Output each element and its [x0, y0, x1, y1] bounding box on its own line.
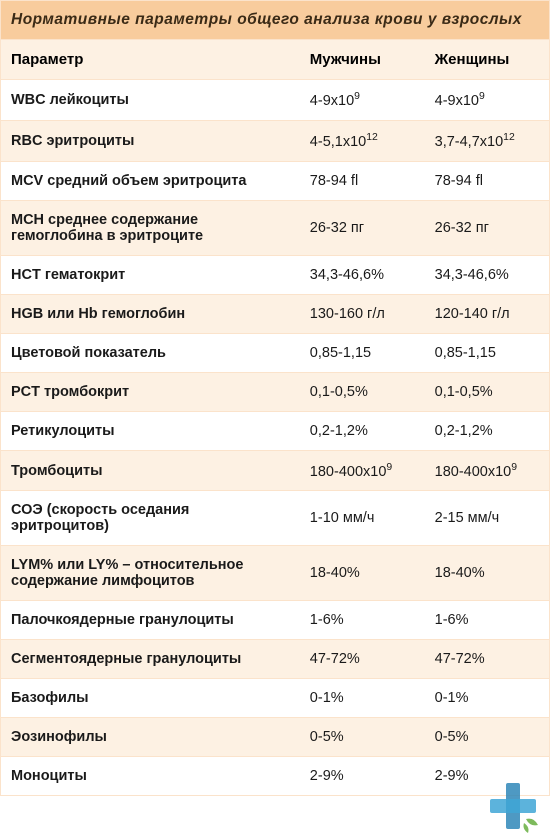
- cell-female: 0-1%: [425, 679, 550, 718]
- table-row: PCT тромбокрит0,1-0,5%0,1-0,5%: [1, 372, 550, 411]
- table-row: Эозинофилы0-5%0-5%: [1, 718, 550, 757]
- table-row: HCT гематокрит34,3-46,6%34,3-46,6%: [1, 255, 550, 294]
- cell-param: Палочкоядерные гранулоциты: [1, 601, 300, 640]
- col-header-female: Женщины: [425, 40, 550, 80]
- table-row: HGB или Hb гемоглобин130-160 г/л120-140 …: [1, 294, 550, 333]
- cell-male: 130-160 г/л: [300, 294, 425, 333]
- cell-female: 1-6%: [425, 601, 550, 640]
- table-row: Базофилы0-1%0-1%: [1, 679, 550, 718]
- title-row: Нормативные параметры общего анализа кро…: [1, 1, 550, 40]
- cell-female: 4-9x109: [425, 80, 550, 121]
- table-row: Палочкоядерные гранулоциты1-6%1-6%: [1, 601, 550, 640]
- cell-param: СОЭ (скорость оседания эритроцитов): [1, 491, 300, 546]
- cell-male: 4-9x109: [300, 80, 425, 121]
- cell-female: 0,2-1,2%: [425, 411, 550, 450]
- col-header-male: Мужчины: [300, 40, 425, 80]
- cell-female: 3,7-4,7x1012: [425, 120, 550, 161]
- cell-male: 2-9%: [300, 757, 425, 796]
- table-row: СОЭ (скорость оседания эритроцитов)1-10 …: [1, 491, 550, 546]
- blood-params-table: Нормативные параметры общего анализа кро…: [0, 0, 550, 796]
- cell-male: 47-72%: [300, 640, 425, 679]
- cell-male: 4-5,1x1012: [300, 120, 425, 161]
- table-body: Нормативные параметры общего анализа кро…: [1, 1, 550, 796]
- cell-female: 0-5%: [425, 718, 550, 757]
- cell-male: 1-6%: [300, 601, 425, 640]
- cell-param: Базофилы: [1, 679, 300, 718]
- cell-param: Сегментоядерные гранулоциты: [1, 640, 300, 679]
- cell-female: 0,85-1,15: [425, 333, 550, 372]
- cell-male: 0,1-0,5%: [300, 372, 425, 411]
- cell-female: 2-9%: [425, 757, 550, 796]
- table-row: RBC эритроциты4-5,1x10123,7-4,7x1012: [1, 120, 550, 161]
- cell-female: 18-40%: [425, 546, 550, 601]
- cell-male: 0-1%: [300, 679, 425, 718]
- header-row: Параметр Мужчины Женщины: [1, 40, 550, 80]
- table-row: Сегментоядерные гранулоциты47-72%47-72%: [1, 640, 550, 679]
- cell-param: HCT гематокрит: [1, 255, 300, 294]
- cell-param: MCH среднее содержание гемоглобина в эри…: [1, 200, 300, 255]
- col-header-param: Параметр: [1, 40, 300, 80]
- cell-param: Тромбоциты: [1, 450, 300, 491]
- cell-param: Цветовой показатель: [1, 333, 300, 372]
- table-row: Ретикулоциты0,2-1,2%0,2-1,2%: [1, 411, 550, 450]
- cell-female: 34,3-46,6%: [425, 255, 550, 294]
- cell-female: 2-15 мм/ч: [425, 491, 550, 546]
- cell-female: 78-94 fl: [425, 161, 550, 200]
- cell-female: 47-72%: [425, 640, 550, 679]
- cell-param: HGB или Hb гемоглобин: [1, 294, 300, 333]
- table-row: LYM% или LY% – относительное содержание …: [1, 546, 550, 601]
- table-row: Моноциты2-9%2-9%: [1, 757, 550, 796]
- cell-male: 26-32 пг: [300, 200, 425, 255]
- table-title: Нормативные параметры общего анализа кро…: [1, 1, 550, 40]
- cell-male: 78-94 fl: [300, 161, 425, 200]
- cell-female: 0,1-0,5%: [425, 372, 550, 411]
- table-row: WBC лейкоциты4-9x1094-9x109: [1, 80, 550, 121]
- cell-male: 1-10 мм/ч: [300, 491, 425, 546]
- cell-female: 26-32 пг: [425, 200, 550, 255]
- table-row: Тромбоциты180-400x109180-400x109: [1, 450, 550, 491]
- table-row: MCH среднее содержание гемоглобина в эри…: [1, 200, 550, 255]
- cell-male: 18-40%: [300, 546, 425, 601]
- cell-param: RBC эритроциты: [1, 120, 300, 161]
- cell-param: PCT тромбокрит: [1, 372, 300, 411]
- cell-param: Ретикулоциты: [1, 411, 300, 450]
- table-row: MCV средний объем эритроцита78-94 fl78-9…: [1, 161, 550, 200]
- cell-param: MCV средний объем эритроцита: [1, 161, 300, 200]
- table-row: Цветовой показатель0,85-1,150,85-1,15: [1, 333, 550, 372]
- cell-female: 180-400x109: [425, 450, 550, 491]
- cell-male: 0,85-1,15: [300, 333, 425, 372]
- cell-param: Эозинофилы: [1, 718, 300, 757]
- cell-female: 120-140 г/л: [425, 294, 550, 333]
- cell-param: Моноциты: [1, 757, 300, 796]
- cell-param: LYM% или LY% – относительное содержание …: [1, 546, 300, 601]
- cell-param: WBC лейкоциты: [1, 80, 300, 121]
- cell-male: 0-5%: [300, 718, 425, 757]
- cell-male: 34,3-46,6%: [300, 255, 425, 294]
- cell-male: 0,2-1,2%: [300, 411, 425, 450]
- cell-male: 180-400x109: [300, 450, 425, 491]
